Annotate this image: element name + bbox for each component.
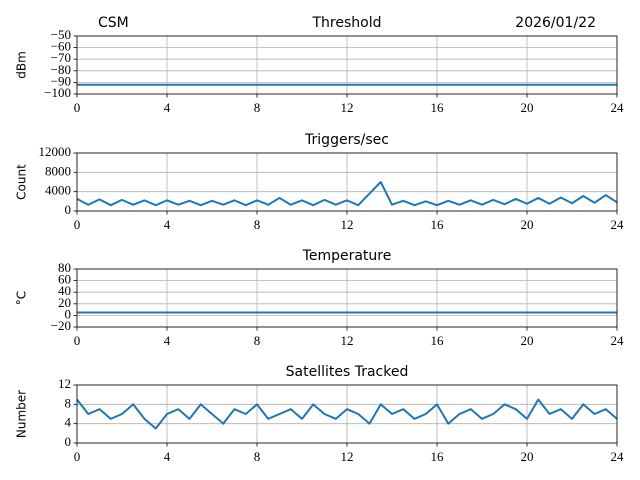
x-tick-label: 0 [74,449,81,464]
x-tick-label: 0 [74,333,81,348]
x-tick-label: 12 [341,449,354,464]
axes-frame [76,35,618,95]
x-tick-label: 16 [431,333,445,348]
panel-title: Triggers/sec [304,132,389,148]
panel-title: Threshold [312,15,382,31]
x-tick-label: 24 [611,100,625,115]
x-tick-label: 8 [254,100,261,115]
y-tick-label: −50 [51,27,71,42]
x-tick-label: 0 [74,100,81,115]
y-axis-label: Number [15,390,29,438]
x-tick-label: 20 [521,100,534,115]
panel-title: Satellites Tracked [286,364,409,380]
x-tick-label: 12 [341,100,354,115]
y-tick-label: 40 [58,283,71,298]
y-tick-label: 4 [65,415,72,430]
y-tick-label: 8000 [45,163,71,178]
data-line [76,398,618,430]
x-tick-label: 8 [254,449,261,464]
y-tick-label: −100 [44,85,71,100]
y-axis-label: °C [15,291,29,305]
y-tick-label: 0 [65,434,72,449]
x-tick-label: 16 [431,100,445,115]
x-tick-label: 0 [74,217,81,232]
x-tick-label: 16 [431,449,445,464]
y-tick-label: 80 [58,260,71,275]
y-tick-label: −60 [51,39,71,54]
y-tick-label: −20 [51,318,71,333]
y-tick-label: 8 [65,395,72,410]
x-tick-label: 4 [164,449,171,464]
y-tick-label: 12 [58,376,71,391]
x-tick-label: 12 [341,333,354,348]
y-tick-label: 60 [58,272,71,287]
x-tick-label: 24 [611,333,625,348]
y-tick-label: 20 [58,295,71,310]
x-tick-label: 12 [341,217,354,232]
x-tick-label: 8 [254,333,261,348]
y-tick-label: −90 [51,73,71,88]
annotation: 2026/01/22 [515,15,596,31]
x-tick-label: 8 [254,217,261,232]
axes-frame [76,268,618,328]
y-tick-label: 0 [65,202,72,217]
panel-title: Temperature [302,248,392,264]
y-tick-label: 12000 [39,144,72,159]
x-tick-label: 4 [164,333,171,348]
data-line [76,181,618,207]
x-tick-label: 24 [611,449,625,464]
y-axis-label: dBm [15,51,29,79]
axes-frame [76,384,618,444]
x-tick-label: 4 [164,217,171,232]
x-tick-label: 4 [164,100,171,115]
x-tick-label: 24 [611,217,625,232]
y-tick-label: −80 [51,62,71,77]
x-tick-label: 20 [521,449,534,464]
y-tick-label: 4000 [45,183,71,198]
x-tick-label: 20 [521,333,534,348]
axes-frame [76,152,618,212]
annotation: CSM [98,15,129,31]
x-tick-label: 20 [521,217,534,232]
y-axis-label: Count [15,164,29,200]
y-tick-label: 0 [65,306,72,321]
y-tick-label: −70 [51,50,71,65]
x-tick-label: 16 [431,217,445,232]
